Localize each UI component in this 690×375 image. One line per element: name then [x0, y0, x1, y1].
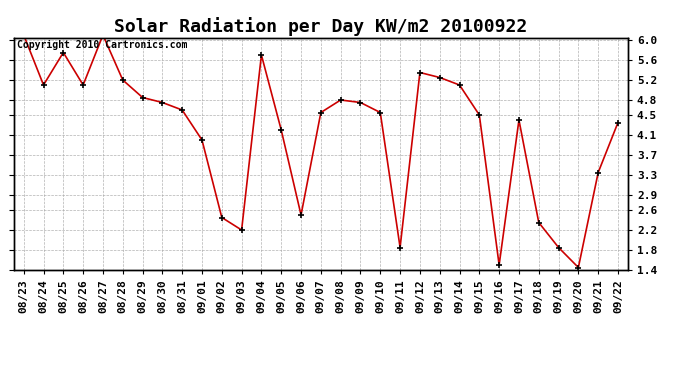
Title: Solar Radiation per Day KW/m2 20100922: Solar Radiation per Day KW/m2 20100922 [115, 17, 527, 36]
Text: Copyright 2010 Cartronics.com: Copyright 2010 Cartronics.com [17, 40, 187, 50]
